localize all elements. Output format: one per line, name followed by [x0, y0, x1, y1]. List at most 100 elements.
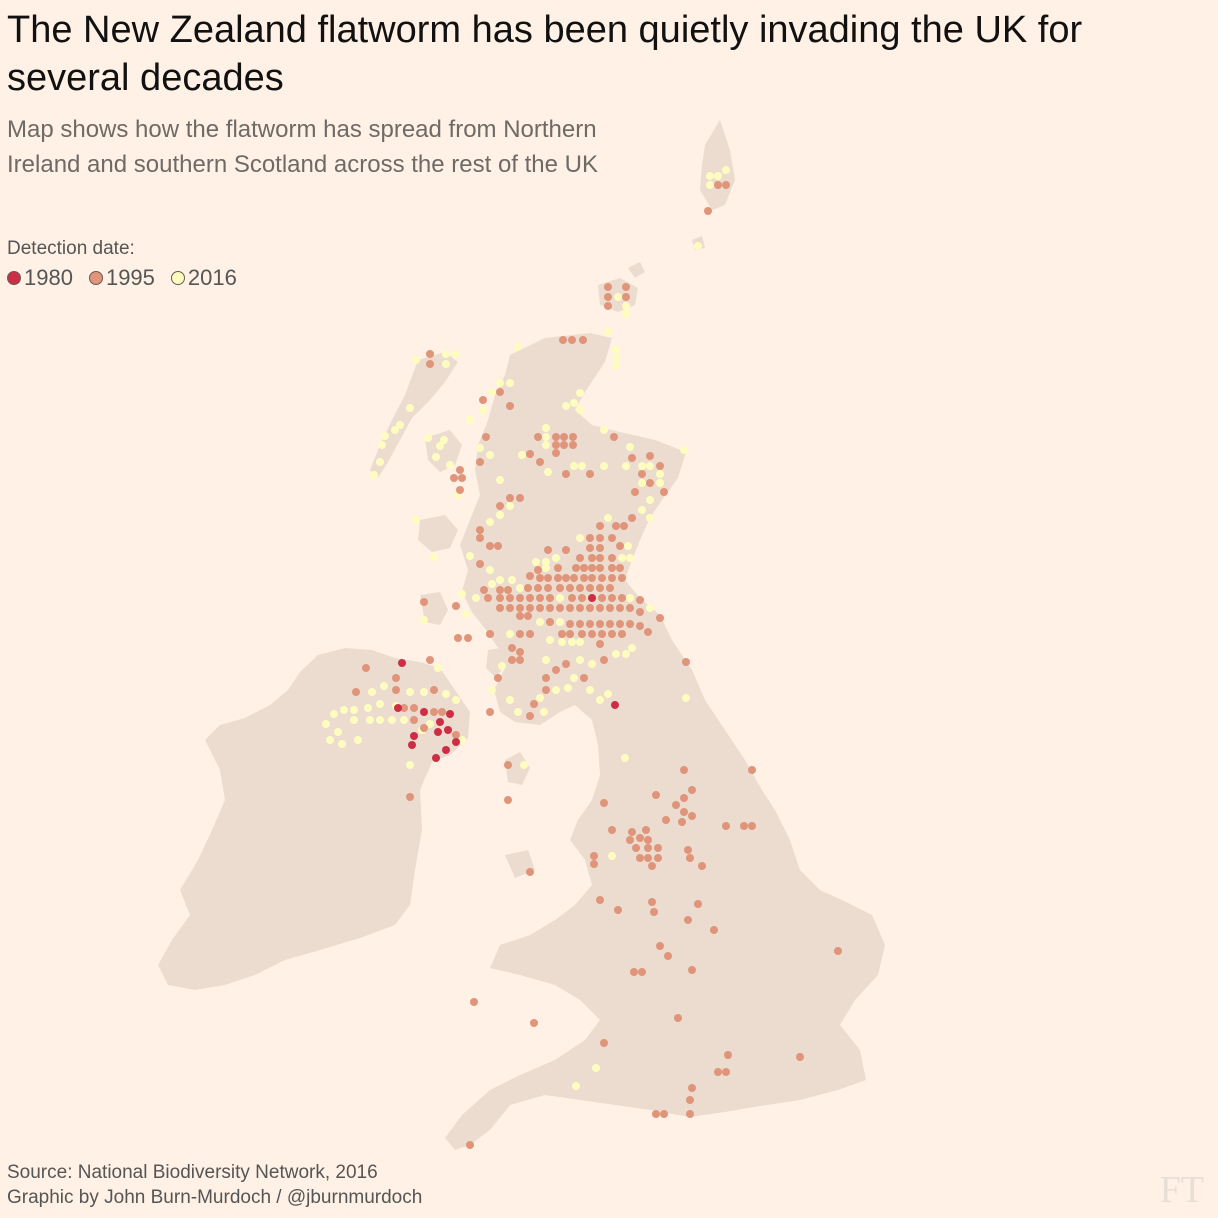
- dot-1995-marker: [628, 454, 636, 462]
- ireland-land: [158, 648, 470, 990]
- dot-2016-marker: [546, 636, 554, 644]
- dot-2016-marker: [722, 166, 730, 174]
- dot-1995-marker: [452, 602, 460, 610]
- dot-1995-marker: [516, 594, 524, 602]
- dot-2016-marker: [420, 616, 428, 624]
- dot-1995-marker: [562, 574, 570, 582]
- dot-2016-marker: [600, 462, 608, 470]
- dot-1995-marker: [748, 822, 756, 830]
- dot-2016-marker: [354, 736, 362, 744]
- dot-1995-marker: [496, 594, 504, 602]
- dot-1995-marker: [636, 596, 644, 604]
- dot-1995-marker: [586, 604, 594, 612]
- dot-1980-marker: [432, 754, 440, 762]
- dot-2016-marker: [576, 534, 584, 542]
- dot-1995-marker: [526, 630, 534, 638]
- dot-1995-marker: [656, 942, 664, 950]
- dot-1995-marker: [652, 791, 660, 799]
- dot-1995-marker: [476, 458, 484, 466]
- dot-1995-marker: [600, 799, 608, 807]
- dot-1995-marker: [674, 1014, 682, 1022]
- dot-1995-marker: [636, 622, 644, 630]
- dot-1995-marker: [470, 998, 478, 1006]
- dot-1995-marker: [604, 302, 612, 310]
- dot-2016-marker: [612, 362, 620, 370]
- dot-1995-marker: [608, 826, 616, 834]
- dot-1995-marker: [656, 462, 664, 470]
- dot-1995-marker: [476, 526, 484, 534]
- dot-2016-marker: [488, 580, 496, 588]
- dot-1995-marker: [476, 534, 484, 542]
- dot-1995-marker: [566, 620, 574, 628]
- dot-1995-marker: [580, 574, 588, 582]
- dot-1995-marker: [646, 452, 654, 460]
- dot-1995-marker: [450, 474, 458, 482]
- dot-1995-marker: [596, 620, 604, 628]
- dot-2016-marker: [326, 736, 334, 744]
- dot-1995-marker: [710, 926, 718, 934]
- dot-2016-marker: [496, 379, 504, 387]
- dot-2016-marker: [542, 656, 550, 664]
- dot-1995-marker: [496, 388, 504, 396]
- isle-of-man-land: [505, 752, 530, 785]
- dot-1995-marker: [606, 620, 614, 628]
- dot-2016-marker: [486, 518, 494, 526]
- dot-2016-marker: [621, 754, 629, 762]
- dot-1995-marker: [400, 704, 408, 712]
- dot-2016-marker: [576, 638, 584, 646]
- dot-1995-marker: [560, 441, 568, 449]
- dot-1995-marker: [616, 542, 624, 550]
- dot-1995-marker: [684, 846, 692, 854]
- dot-1995-marker: [608, 594, 616, 602]
- dot-1995-marker: [464, 634, 472, 642]
- dot-2016-marker: [540, 708, 548, 716]
- dot-1995-marker: [480, 586, 488, 594]
- dot-1995-marker: [479, 396, 487, 404]
- dot-1995-marker: [644, 836, 652, 844]
- dot-2016-marker: [552, 686, 560, 694]
- dot-1995-marker: [722, 1068, 730, 1076]
- dot-1995-marker: [552, 666, 560, 674]
- legend-label-2016: 2016: [187, 265, 237, 290]
- dot-1995-marker: [618, 574, 626, 582]
- dot-1995-marker: [554, 564, 562, 572]
- page-subtitle: Map shows how the flatworm has spread fr…: [7, 116, 599, 178]
- dot-2016-marker: [622, 302, 630, 310]
- dot-2016-marker: [452, 696, 460, 704]
- dot-2016-marker: [446, 461, 454, 469]
- dot-1995-marker: [686, 854, 694, 862]
- dot-1995-marker: [600, 1039, 608, 1047]
- dot-2016-marker: [442, 690, 450, 698]
- dot-2016-marker: [322, 720, 330, 728]
- dot-2016-marker: [568, 638, 576, 646]
- dot-1995-marker: [496, 586, 504, 594]
- dot-2016-marker: [476, 444, 484, 452]
- dot-2016-marker: [442, 360, 450, 368]
- dot-1995-marker: [506, 494, 514, 502]
- dot-1995-marker: [526, 712, 534, 720]
- dot-1995-marker: [604, 283, 612, 291]
- dot-2016-marker: [682, 694, 690, 702]
- dot-2016-marker: [498, 662, 506, 670]
- dot-2016-marker: [626, 554, 634, 562]
- legend-swatch-1980: [7, 271, 21, 285]
- dot-1995-marker: [426, 656, 434, 664]
- dot-2016-marker: [486, 451, 494, 459]
- dot-1995-marker: [660, 1110, 668, 1118]
- dot-2016-marker: [556, 594, 564, 602]
- dot-1995-marker: [614, 906, 622, 914]
- dot-2016-marker: [622, 462, 630, 470]
- dot-1995-marker: [590, 860, 598, 868]
- dot-1995-marker: [456, 486, 464, 494]
- dot-1980-marker: [410, 732, 418, 740]
- dot-2016-marker: [576, 406, 584, 414]
- dot-2016-marker: [436, 442, 444, 450]
- dot-1995-marker: [606, 584, 614, 592]
- legend-swatch-2016: [170, 271, 185, 285]
- dot-1995-marker: [430, 708, 438, 716]
- dot-2016-marker: [612, 354, 620, 362]
- dot-2016-marker: [576, 656, 584, 664]
- dot-1995-marker: [596, 604, 604, 612]
- dot-2016-marker: [506, 502, 514, 510]
- dot-2016-marker: [434, 664, 442, 672]
